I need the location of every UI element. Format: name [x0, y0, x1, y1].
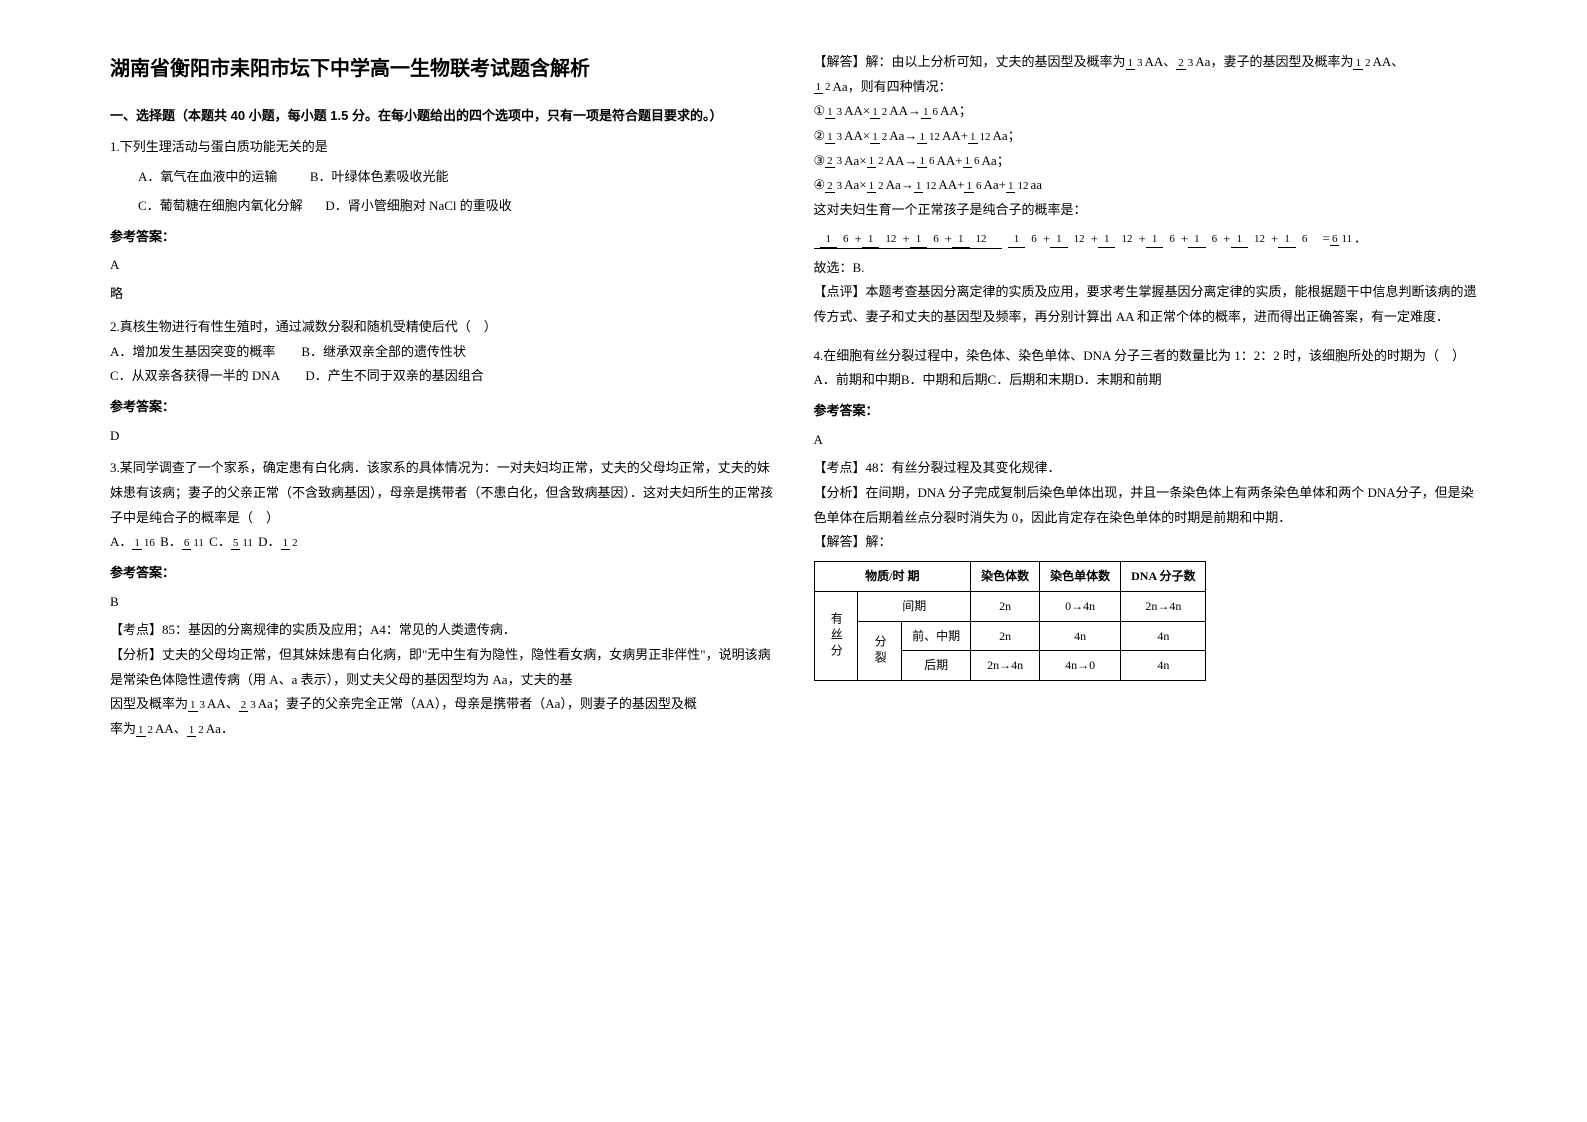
case-2: ②13AA×12Aa→112AA+112Aa； — [814, 124, 1478, 149]
q3-fenxi-line3: 率为12AA、12Aa． — [110, 717, 774, 742]
q3-guxuan: 故选：B. — [814, 256, 1478, 281]
option-a: A．氧气在血液中的运输 B．叶绿体色素吸收光能 — [138, 165, 774, 190]
q4-kaopoint: 【考点】48：有丝分裂过程及其变化规律． — [814, 456, 1478, 481]
th-chromatid: 染色单体数 — [1040, 562, 1121, 592]
cell-interphase: 间期 — [858, 591, 971, 621]
q3-jieda-line1: 【解答】解：由以上分析可知，丈夫的基因型及概率为13AA、23Aa，妻子的基因型… — [814, 50, 1478, 75]
cell: 2n — [971, 591, 1040, 621]
q4-fenxi: 【分析】在间期，DNA 分子完成复制后染色单体出现，并且一条染色体上有两条染色单… — [814, 481, 1478, 530]
section-a-heading: 一、选择题（本题共 40 小题，每小题 1.5 分。在每小题给出的四个选项中，只… — [110, 104, 774, 129]
q3-fenxi-line2: 因型及概率为13AA、23Aa；妻子的父亲完全正常（AA），母亲是携带者（Aa）… — [110, 692, 774, 717]
cell: 4n — [1040, 621, 1121, 651]
cell: 4n — [1121, 621, 1206, 651]
q3-fenxi: 【分析】丈夫的父母均正常，但其妹妹患有白化病，即"无中生有为隐性，隐性看女病，女… — [110, 643, 774, 692]
answer-value: D — [110, 424, 774, 449]
q2-line-b: C．从双亲各获得一半的 DNA D．产生不同于双亲的基因组合 — [110, 364, 774, 389]
question-3: 3.某同学调查了一个家系，确定患有白化病．该家系的具体情况为：一对夫妇均正常，丈… — [110, 456, 774, 742]
right-column: 【解答】解：由以上分析可知，丈夫的基因型及概率为13AA、23Aa，妻子的基因型… — [794, 50, 1498, 1072]
q3-dianping: 【点评】本题考查基因分离定律的实质及应用，要求考生掌握基因分离定律的实质，能根据… — [814, 280, 1478, 329]
cell-ana: 后期 — [902, 651, 971, 681]
q4-jieda: 【解答】解： — [814, 530, 1478, 555]
cell: 2n→4n — [971, 651, 1040, 681]
q3-kaopoint: 【考点】85：基因的分离规律的实质及应用；A4：常见的人类遗传病． — [110, 618, 774, 643]
cell: 0→4n — [1040, 591, 1121, 621]
answer-label: 参考答案： — [814, 399, 1478, 424]
cell: 4n→0 — [1040, 651, 1121, 681]
case-1: ①13AA×12AA→16AA； — [814, 99, 1478, 124]
th-period: 物质/时 期 — [814, 562, 971, 592]
case-4: ④23Aa×12Aa→112AA+16Aa+112aa — [814, 173, 1478, 198]
mitosis-table: 物质/时 期 染色体数 染色单体数 DNA 分子数 有丝分 间期 2n 0→4n… — [814, 561, 1207, 681]
option-c: C．葡萄糖在细胞内氧化分解 D．肾小管细胞对 NaCl 的重吸收 — [138, 194, 774, 219]
q4-stem: 4.在细胞有丝分裂过程中，染色体、染色单体、DNA 分子三者的数量比为 1：2：… — [814, 344, 1478, 369]
document-title: 湖南省衡阳市耒阳市坛下中学高一生物联考试题含解析 — [110, 50, 774, 88]
answer-value: A — [110, 253, 774, 278]
answer-extra: 略 — [110, 282, 774, 307]
q4-opts: A．前期和中期B．中期和后期C．后期和末期D．末期和前期 — [814, 368, 1478, 393]
q3-option-line: A．116 B．611 C．511 D．12 — [110, 530, 774, 555]
cell: 2n→4n — [1121, 591, 1206, 621]
cell-mitosis: 有丝分 — [814, 591, 858, 680]
q1-stem: 1.下列生理活动与蛋白质功能无关的是 — [110, 135, 774, 160]
prob-sentence: 这对夫妇生育一个正常孩子是纯合子的概率是： — [814, 198, 1478, 223]
cell-premeta: 前、中期 — [902, 621, 971, 651]
cell: 2n — [971, 621, 1040, 651]
q2-line-a: A．增加发生基因突变的概率 B．继承双亲全部的遗传性状 — [110, 340, 774, 365]
th-chrom: 染色体数 — [971, 562, 1040, 592]
answer-label: 参考答案： — [110, 561, 774, 586]
question-2: 2.真核生物进行有性生殖时，通过减数分裂和随机受精使后代（ ） A．增加发生基因… — [110, 315, 774, 448]
big-fraction: 16+112+16+112 16+112+112+16+16+112+16 =6… — [814, 223, 1478, 256]
left-column: 湖南省衡阳市耒阳市坛下中学高一生物联考试题含解析 一、选择题（本题共 40 小题… — [90, 50, 794, 1072]
answer-value: B — [110, 590, 774, 615]
q3-stem: 3.某同学调查了一个家系，确定患有白化病．该家系的具体情况为：一对夫妇均正常，丈… — [110, 456, 774, 530]
answer-value: A — [814, 428, 1478, 453]
q2-stem: 2.真核生物进行有性生殖时，通过减数分裂和随机受精使后代（ ） — [110, 315, 774, 340]
q3-jieda-line2: 12Aa，则有四种情况： — [814, 75, 1478, 100]
question-1: 1.下列生理活动与蛋白质功能无关的是 A．氧气在血液中的运输 B．叶绿体色素吸收… — [110, 135, 774, 307]
answer-label: 参考答案： — [110, 395, 774, 420]
th-dna: DNA 分子数 — [1121, 562, 1206, 592]
case-3: ③23Aa×12AA→16AA+16Aa； — [814, 149, 1478, 174]
q1-options: A．氧气在血液中的运输 B．叶绿体色素吸收光能 C．葡萄糖在细胞内氧化分解 D．… — [110, 165, 774, 218]
answer-label: 参考答案： — [110, 225, 774, 250]
cell-division: 分裂 — [858, 621, 902, 681]
cell: 4n — [1121, 651, 1206, 681]
question-4: 4.在细胞有丝分裂过程中，染色体、染色单体、DNA 分子三者的数量比为 1：2：… — [814, 344, 1478, 682]
